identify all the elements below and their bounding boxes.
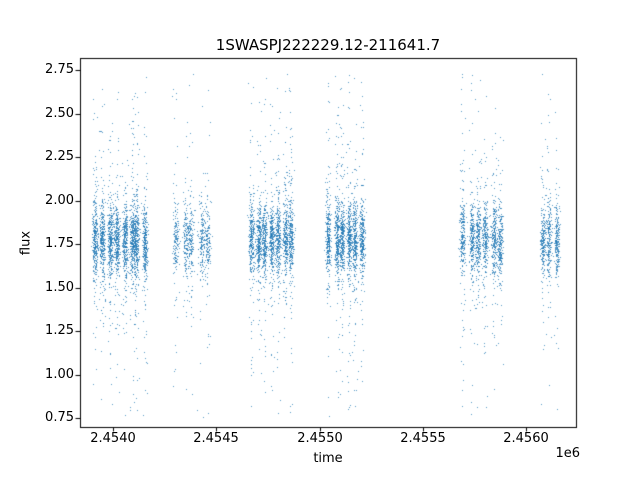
- x-tick-label: 2.4555: [400, 431, 446, 446]
- x-tick-label: 2.4540: [90, 431, 136, 446]
- x-axis-offset-label: 1e6: [555, 446, 580, 461]
- y-tick-label: 1.75: [45, 236, 74, 251]
- y-tick-label: 1.50: [45, 280, 74, 295]
- y-tick-label: 0.75: [45, 410, 74, 425]
- x-axis-label: time: [313, 451, 343, 466]
- y-axis-label: flux: [18, 230, 34, 256]
- x-tick-label: 2.4545: [193, 431, 239, 446]
- y-tick-label: 2.25: [45, 149, 74, 164]
- chart-title: 1SWASPJ222229.12-211641.7: [215, 36, 441, 54]
- y-tick-label: 2.00: [45, 193, 74, 208]
- y-tick-label: 1.25: [45, 323, 74, 338]
- x-tick-label: 2.4550: [297, 431, 343, 446]
- x-tick-label: 2.4560: [503, 431, 549, 446]
- y-tick-label: 1.00: [45, 367, 74, 382]
- y-tick-label: 2.75: [45, 62, 74, 77]
- y-tick-label: 2.50: [45, 106, 74, 121]
